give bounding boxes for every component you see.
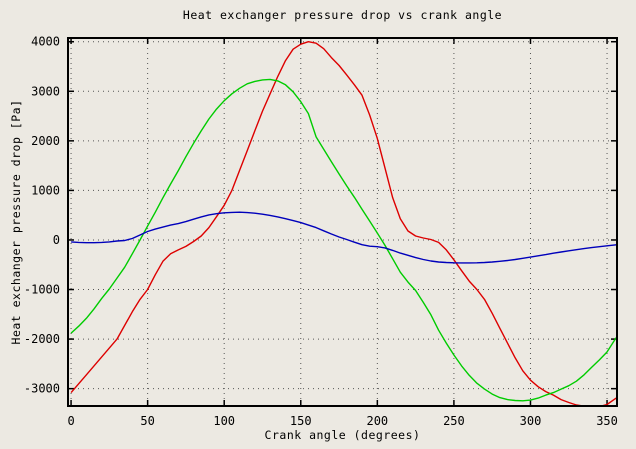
chart-title: Heat exchanger pressure drop vs crank an… [182, 8, 503, 22]
x-tick-label: 250 [443, 414, 465, 428]
plot-border [67, 37, 618, 407]
y-tick-label: 3000 [31, 84, 60, 98]
x-tick-label: 100 [213, 414, 235, 428]
series-red-line [70, 41, 617, 406]
y-tick-label: 4000 [31, 35, 60, 49]
x-tick-label: 200 [366, 414, 388, 428]
y-tick-label: -3000 [24, 382, 60, 396]
x-tick-label: 350 [596, 414, 618, 428]
y-tick-label: 0 [53, 233, 60, 247]
x-tick-label: 0 [67, 414, 74, 428]
y-tick-label: 2000 [31, 134, 60, 148]
y-tick-label: 1000 [31, 183, 60, 197]
series-green-line [70, 78, 617, 402]
y-tick-label: -2000 [24, 332, 60, 346]
x-axis-label: Crank angle (degrees) [264, 428, 421, 442]
series-blue-line [71, 211, 617, 264]
y-tick-label: -1000 [24, 283, 60, 297]
x-tick-label: 50 [140, 414, 154, 428]
x-tick-label: 150 [290, 414, 312, 428]
x-tick-label: 300 [520, 414, 542, 428]
